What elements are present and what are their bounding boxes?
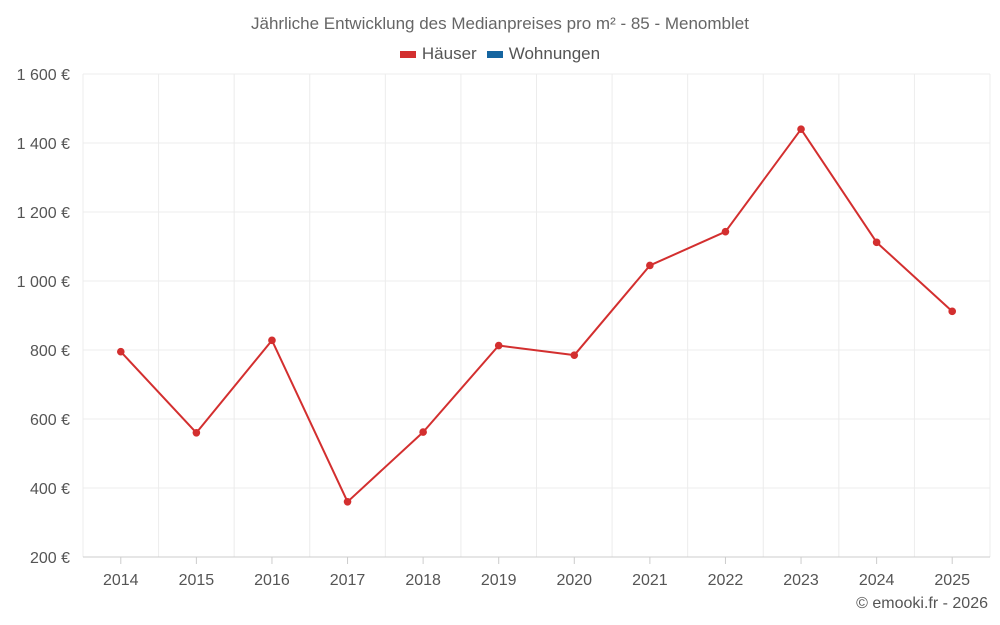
data-point: [721, 227, 730, 236]
x-tick-label: 2018: [405, 572, 441, 589]
x-tick-label: 2016: [254, 572, 290, 589]
chart-title: Jährliche Entwicklung des Medianpreises …: [251, 14, 749, 33]
x-tick-label: 2023: [783, 572, 819, 589]
y-tick-label: 1 400 €: [17, 136, 70, 153]
data-point: [797, 125, 805, 133]
x-tick-label: 2015: [179, 572, 215, 589]
data-point: [343, 498, 352, 506]
y-tick-label: 400 €: [30, 481, 70, 498]
x-tick-label: 2019: [481, 572, 517, 589]
y-tick-label: 1 600 €: [17, 67, 70, 84]
legend-swatch-apartments: [486, 50, 503, 58]
x-tick-label: 2022: [708, 572, 744, 589]
y-tick-label: 600 €: [30, 412, 70, 429]
legend-item-apartments[interactable]: Wohnungen: [486, 44, 601, 64]
x-tick-label: 2020: [556, 572, 592, 589]
x-tick-label: 2024: [859, 572, 895, 589]
credit-text: © emooki.fr - 2026: [856, 595, 988, 612]
legend-label-houses: Häuser: [421, 44, 477, 63]
data-point: [419, 428, 427, 436]
data-point: [872, 238, 881, 247]
data-point: [192, 429, 201, 437]
x-tick-label: 2017: [330, 572, 366, 589]
data-point: [570, 351, 579, 359]
legend: Häuser Wohnungen: [0, 44, 1000, 64]
data-point: [948, 307, 957, 316]
data-point: [646, 261, 654, 270]
x-tick-label: 2014: [103, 572, 139, 589]
x-tick-label: 2025: [934, 572, 970, 589]
series-line-0: [120, 128, 953, 503]
x-tick-label: 2021: [632, 572, 668, 589]
legend-item-houses[interactable]: Häuser: [399, 44, 477, 64]
data-point: [116, 347, 125, 356]
legend-swatch-houses: [399, 50, 416, 58]
data-point: [268, 336, 276, 345]
y-tick-label: 200 €: [30, 550, 70, 567]
legend-label-apartments: Wohnungen: [508, 44, 601, 63]
y-tick-label: 800 €: [30, 343, 70, 360]
data-point: [494, 341, 503, 350]
y-tick-label: 1 000 €: [17, 274, 70, 291]
y-tick-label: 1 200 €: [17, 205, 70, 222]
